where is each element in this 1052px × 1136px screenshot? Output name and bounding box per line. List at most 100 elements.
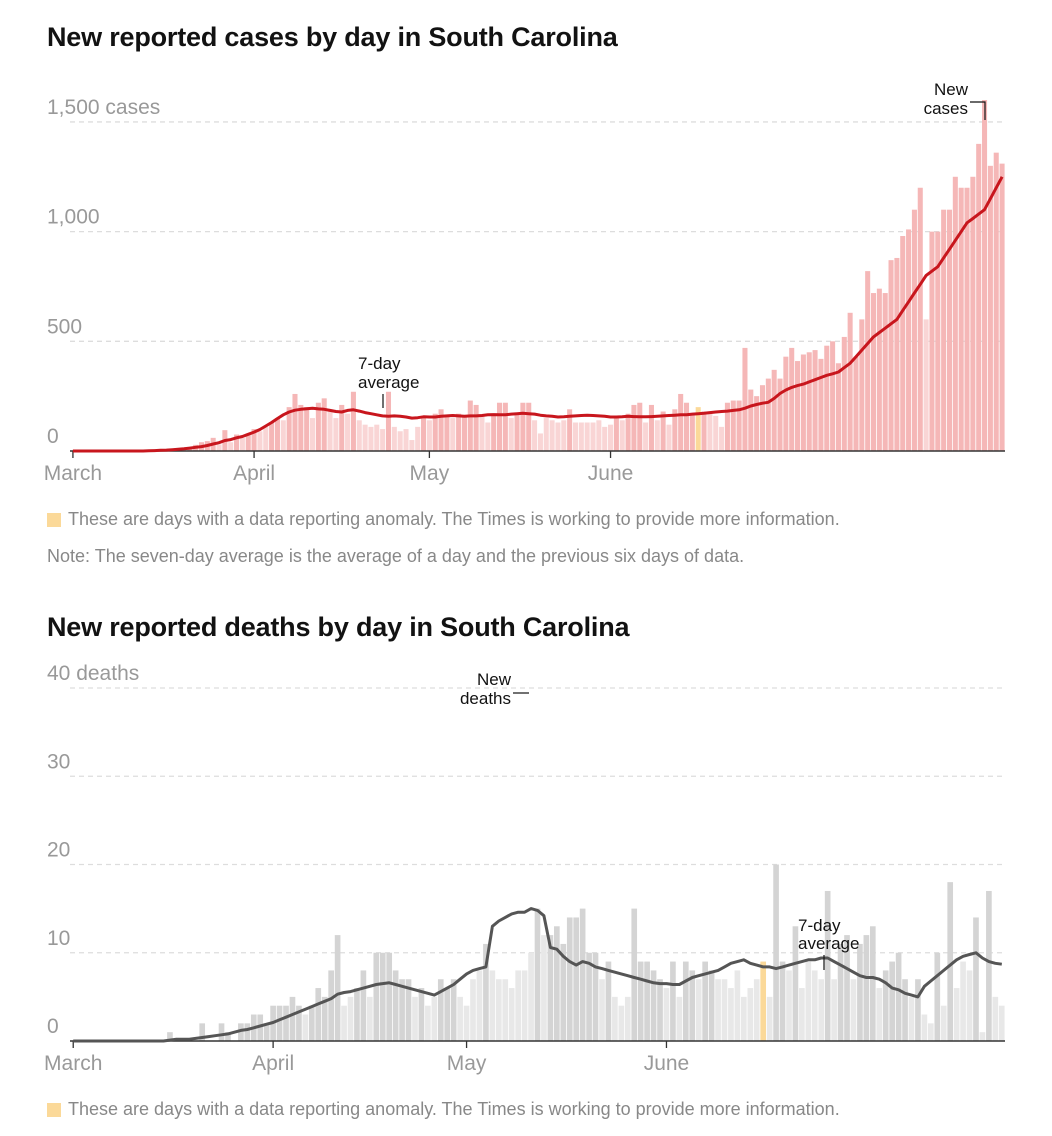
deaths-bar (760, 961, 767, 1041)
deaths-bar (508, 988, 515, 1041)
deaths-bar (986, 890, 992, 1041)
deaths-bar (405, 979, 412, 1041)
deaths-bar (321, 996, 328, 1041)
cases-bar (502, 402, 508, 451)
cases-bar (228, 442, 234, 451)
deaths-bar (367, 996, 373, 1041)
deaths-bar (695, 979, 702, 1041)
cases-bar (876, 288, 882, 451)
deaths-x-tick-label: March (44, 1052, 102, 1075)
cases-bar (362, 424, 368, 451)
deaths-bar (534, 908, 541, 1041)
deaths-bar (373, 952, 380, 1041)
cases-y-tick-label: 1,500 cases (47, 96, 160, 119)
cases-legend-text: These are days with a data reporting ano… (68, 509, 840, 529)
cases-bar (561, 420, 567, 451)
cases-bar (765, 378, 771, 451)
cases-bar (619, 420, 625, 451)
cases-bar (830, 341, 836, 451)
deaths-bar (302, 1014, 309, 1041)
deaths-bar (741, 996, 747, 1041)
cases-bar (514, 413, 520, 451)
cases-annotation-text: average (358, 373, 419, 392)
deaths-bar (644, 961, 650, 1041)
deaths-annotation-text: 7-day (798, 916, 841, 935)
cases-bar (865, 271, 871, 451)
deaths-bar (624, 996, 631, 1041)
deaths-bar (895, 952, 902, 1041)
deaths-bar (276, 1005, 283, 1041)
deaths-bar (831, 979, 837, 1041)
deaths-bar (728, 988, 734, 1041)
cases-bar (923, 319, 929, 451)
cases-bar (572, 422, 579, 451)
cases-bar (800, 354, 806, 451)
cases-chart-title: New reported cases by day in South Carol… (47, 22, 618, 52)
cases-bar (421, 415, 427, 451)
deaths-bar (328, 970, 334, 1041)
deaths-anomaly-legend: These are days with a data reporting ano… (47, 1099, 840, 1120)
cases-bar (584, 422, 590, 451)
cases-bar (771, 369, 777, 451)
cases-bar (555, 422, 561, 451)
deaths-chart-title: New reported deaths by day in South Caro… (47, 612, 630, 642)
cases-bar (333, 418, 339, 451)
cases-bar (870, 293, 877, 451)
deaths-y-tick-label: 30 (47, 750, 70, 773)
deaths-bar (218, 1023, 225, 1041)
deaths-bar (889, 961, 895, 1041)
cases-anomaly-legend: These are days with a data reporting ano… (47, 509, 840, 530)
deaths-bar (489, 970, 496, 1041)
cases-bar (724, 402, 730, 451)
cases-bar (391, 426, 397, 451)
deaths-bar (592, 952, 599, 1041)
deaths-bar (863, 935, 870, 1041)
cases-bar (683, 402, 690, 451)
cases-bar (567, 409, 573, 451)
deaths-bar (676, 996, 683, 1041)
cases-chart: 0 500 1,000 1,500 cases March April May June New… (44, 80, 1005, 485)
cases-bar (257, 431, 263, 451)
cases-bar (263, 426, 269, 451)
deaths-bar (418, 988, 425, 1041)
deaths-bar (702, 961, 708, 1041)
deaths-y-tick-label: 40 deaths (47, 662, 139, 685)
cases-bar (625, 413, 631, 451)
deaths-y-tick-label: 10 (47, 927, 70, 950)
cases-bar (345, 413, 351, 451)
deaths-legend-text: These are days with a data reporting ano… (68, 1099, 840, 1119)
cases-bar (479, 415, 485, 451)
cases-bar (385, 391, 392, 451)
cases-bar (777, 378, 783, 451)
cases-bar (461, 415, 467, 451)
cases-bar (847, 312, 853, 451)
deaths-bar (850, 979, 857, 1041)
deaths-bar (579, 908, 586, 1041)
cases-bar (911, 209, 917, 451)
cases-annotation-text: 7-day (358, 354, 401, 373)
deaths-bar (928, 1023, 934, 1041)
deaths-bar (715, 979, 721, 1041)
cases-bar (906, 229, 912, 451)
deaths-bar (663, 988, 670, 1041)
cases-bar (742, 347, 748, 451)
deaths-bar (257, 1014, 264, 1041)
cases-bar (789, 347, 795, 451)
cases-x-tick-label: June (588, 462, 634, 485)
cases-bar (526, 402, 532, 451)
cases-bar (754, 396, 760, 451)
cases-bar (888, 260, 894, 451)
deaths-bar (354, 988, 360, 1041)
deaths-bar (940, 1005, 947, 1041)
cases-bar (643, 422, 649, 451)
cases-bar (292, 393, 298, 451)
deaths-bar (238, 1023, 244, 1041)
deaths-bar (263, 1023, 270, 1041)
deaths-bar (734, 970, 741, 1041)
cases-bar (409, 440, 415, 451)
cases-bar (631, 404, 637, 451)
anomaly-swatch (47, 512, 61, 527)
cases-bar (736, 400, 742, 451)
deaths-bar (308, 1005, 315, 1041)
cases-bar (841, 336, 847, 451)
